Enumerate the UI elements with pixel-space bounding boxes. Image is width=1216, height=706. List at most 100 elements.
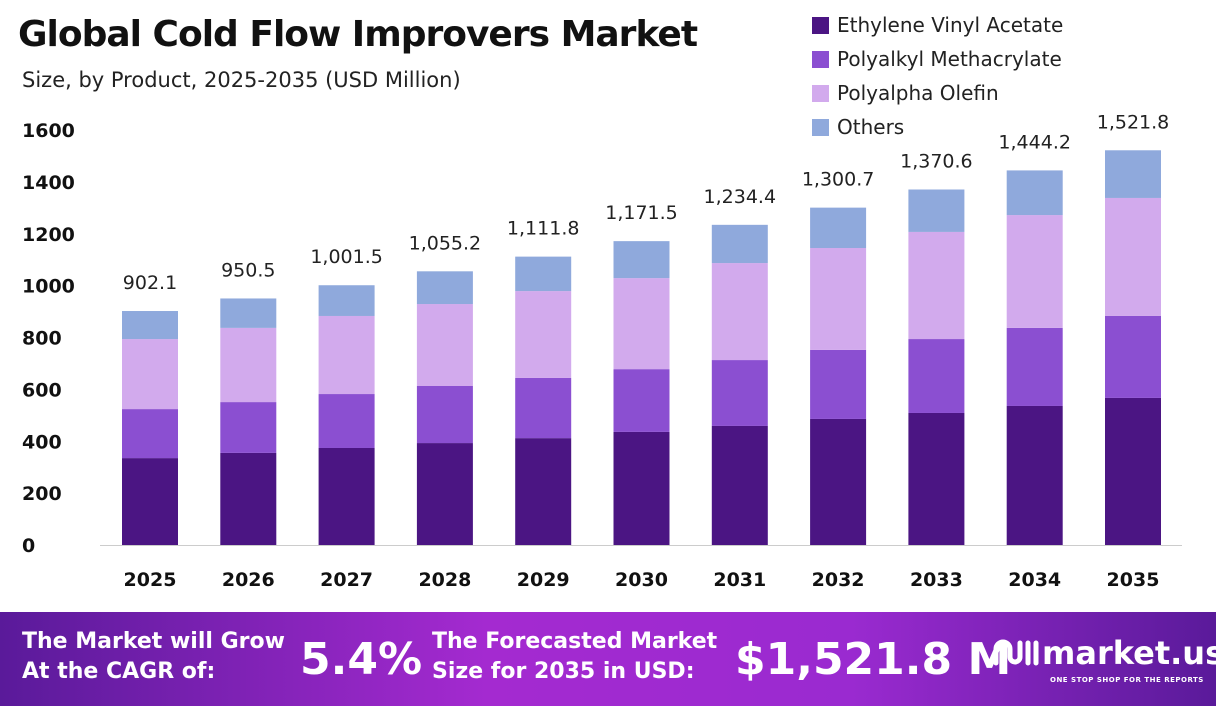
summary-banner: The Market will Grow At the CAGR of: 5.4… — [0, 612, 1216, 706]
bar-segment — [416, 386, 473, 444]
x-tick-label: 2035 — [1107, 569, 1160, 591]
y-tick-label: 0 — [22, 535, 35, 557]
y-tick-label: 1400 — [22, 172, 75, 194]
total-label: 1,370.6 — [900, 151, 973, 173]
y-tick-label: 400 — [22, 431, 62, 453]
bar-segment — [908, 412, 965, 545]
legend-swatch — [812, 118, 829, 136]
total-label: 1,171.5 — [605, 202, 678, 224]
legend-label: Polyalkyl Methacrylate — [837, 47, 1062, 71]
forecast-label-2: Size for 2035 in USD: — [432, 659, 695, 684]
bar-segment — [613, 241, 670, 279]
legend-item: Polyalpha Olefin — [812, 76, 1063, 110]
bar-segment — [1006, 327, 1063, 406]
bar-segment — [416, 271, 473, 305]
y-tick-label: 200 — [22, 483, 62, 505]
bar-segment — [908, 189, 965, 232]
x-tick-label: 2028 — [418, 569, 471, 591]
bar-segment — [318, 447, 375, 545]
x-tick-label: 2030 — [615, 569, 668, 591]
total-label: 1,300.7 — [802, 169, 875, 191]
forecast-label-1: The Forecasted Market — [432, 629, 718, 654]
total-label: 1,234.4 — [704, 186, 777, 208]
total-label: 1,001.5 — [310, 246, 383, 268]
bar-segment — [1006, 170, 1063, 216]
x-tick-label: 2033 — [910, 569, 963, 591]
bar-segment — [810, 207, 867, 249]
bar-segment — [1105, 150, 1161, 198]
legend-swatch — [812, 84, 829, 102]
total-label: 1,521.8 — [1097, 111, 1170, 133]
bar-segment — [416, 304, 473, 387]
forecast-value: $1,521.8 M — [735, 634, 1012, 685]
bar-segment — [1105, 197, 1161, 316]
bar-segment — [810, 248, 867, 350]
legend-label: Ethylene Vinyl Acetate — [837, 13, 1064, 37]
bar-segment — [220, 298, 277, 328]
legend-swatch — [812, 50, 829, 68]
y-tick-label: 1600 — [22, 120, 75, 142]
bar-segment — [318, 394, 375, 448]
x-tick-label: 2027 — [320, 569, 373, 591]
y-tick-label: 600 — [22, 379, 62, 401]
x-tick-label: 2026 — [222, 569, 275, 591]
x-tick-label: 2031 — [713, 569, 766, 591]
bar-segment — [318, 285, 375, 316]
bar-segment — [613, 278, 670, 370]
market-us-logo: market.us — [992, 634, 1216, 672]
chart: 0 200 400 600 800 1000 1200 1400 1600 902.1 2025 95… — [22, 111, 1182, 591]
cagr-label-2: At the CAGR of: — [22, 659, 216, 684]
bar-segment — [122, 311, 178, 340]
logo-icon — [993, 639, 1039, 666]
bar-segment — [220, 452, 277, 545]
bar-segment — [220, 402, 277, 453]
legend-swatch — [812, 16, 829, 34]
bar-segment — [711, 425, 768, 545]
x-tick-label: 2029 — [517, 569, 570, 591]
bar-segment — [122, 409, 178, 459]
x-tick-label: 2034 — [1008, 569, 1061, 591]
bar-segment — [810, 418, 867, 545]
bar-segment — [613, 369, 670, 432]
legend: Ethylene Vinyl Acetate Polyalkyl Methacry… — [812, 8, 1063, 144]
bar-segment — [1105, 397, 1161, 545]
bar-segment — [220, 327, 277, 403]
bar-segment — [515, 291, 572, 378]
bar-segment — [613, 431, 670, 545]
chart-subtitle: Size, by Product, 2025-2035 (USD Million… — [22, 68, 461, 92]
bar-segment — [908, 339, 965, 413]
bar-segment — [1006, 215, 1063, 328]
bar-segment — [416, 443, 473, 545]
bar-segment — [122, 339, 178, 410]
bar-segment — [810, 349, 867, 419]
legend-item: Ethylene Vinyl Acetate — [812, 8, 1063, 42]
x-tick-label: 2025 — [124, 569, 177, 591]
legend-label: Others — [837, 115, 905, 139]
bar-segment — [908, 231, 965, 340]
y-tick-label: 1000 — [22, 276, 75, 298]
bar-segment — [122, 458, 178, 545]
total-label: 1,055.2 — [409, 232, 482, 254]
total-label: 902.1 — [123, 272, 177, 294]
cagr-label-1: The Market will Grow — [22, 629, 285, 654]
total-label: 1,111.8 — [507, 218, 580, 240]
bar-segment — [711, 360, 768, 426]
bar-segment — [515, 256, 572, 292]
bar-segment — [515, 377, 572, 439]
total-label: 950.5 — [221, 259, 275, 281]
y-tick-label: 800 — [22, 328, 62, 350]
bar-segment — [1105, 315, 1161, 398]
bar-segment — [318, 315, 375, 395]
legend-label: Polyalpha Olefin — [837, 81, 999, 105]
total-label: 1,444.2 — [998, 131, 1071, 153]
chart-title: Global Cold Flow Improvers Market — [18, 14, 698, 55]
bar-segment — [711, 263, 768, 361]
bar-segment — [1006, 405, 1063, 545]
x-tick-label: 2032 — [812, 569, 865, 591]
bar-segment — [515, 438, 572, 545]
legend-item: Polyalkyl Methacrylate — [812, 42, 1063, 76]
logo-text: market.us — [1042, 634, 1216, 672]
cagr-value: 5.4% — [300, 634, 423, 685]
legend-item: Others — [812, 110, 1063, 144]
bar-segment — [711, 224, 768, 264]
